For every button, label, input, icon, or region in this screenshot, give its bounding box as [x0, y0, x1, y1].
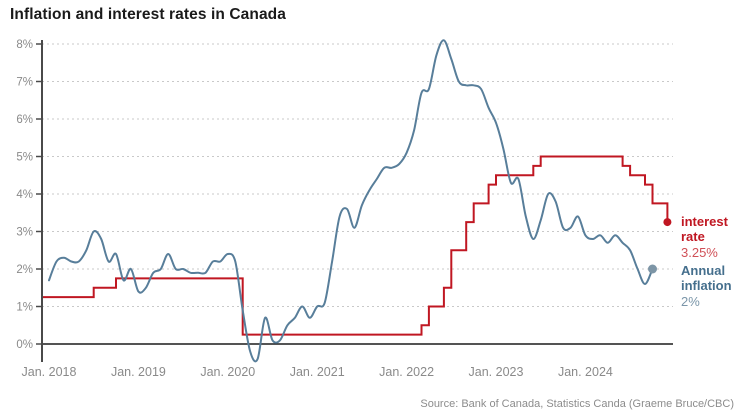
- x-axis-label: Jan. 2023: [469, 365, 524, 379]
- y-axis-label: 4%: [16, 189, 33, 201]
- inflation-end-dot: [648, 264, 657, 274]
- inflation-line: [48, 39, 654, 363]
- y-axis-label: 2%: [16, 264, 33, 276]
- legend-annual-inflation-label: Annual inflation: [681, 263, 732, 293]
- x-axis-label: Jan. 2024: [558, 365, 613, 379]
- y-axis-label: 0%: [16, 339, 33, 351]
- legend-interest-rate-label: interest rate: [681, 214, 728, 244]
- x-axis-label: Jan. 2018: [22, 365, 77, 379]
- legend-interest-rate-value: 3.25%: [681, 245, 718, 260]
- interest-rate-line: [43, 155, 669, 336]
- y-axis-label: 6%: [16, 114, 33, 126]
- y-axis-label: 7%: [16, 77, 33, 89]
- x-axis-label: Jan. 2020: [200, 365, 255, 379]
- legend-interest-rate: interest rate 3.25%: [681, 214, 740, 261]
- x-axis-label: Jan. 2021: [290, 365, 345, 379]
- source-note: Source: Bank of Canada, Statistics Canda…: [420, 398, 734, 410]
- page-title: Inflation and interest rates in Canada: [10, 6, 286, 23]
- x-axis-label: Jan. 2019: [111, 365, 166, 379]
- legend-annual-inflation-value: 2%: [681, 294, 700, 309]
- y-axis-label: 1%: [16, 302, 33, 314]
- y-axis-label: 5%: [16, 152, 33, 164]
- x-axis-label: Jan. 2022: [379, 365, 434, 379]
- interest-rate-end-dot: [663, 218, 672, 227]
- y-axis-label: 8%: [16, 39, 33, 51]
- y-axis-label: 3%: [16, 227, 33, 239]
- legend-annual-inflation: Annual inflation 2%: [681, 263, 740, 310]
